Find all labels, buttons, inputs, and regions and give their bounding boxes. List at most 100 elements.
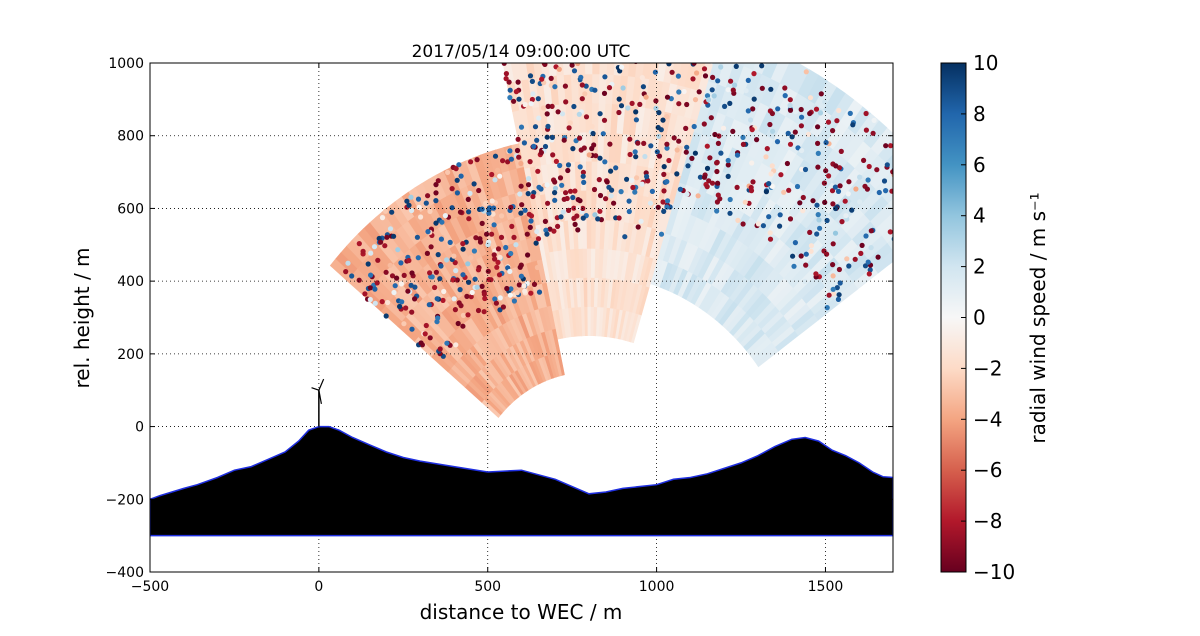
data-point (527, 224, 533, 230)
colorbar-ticks: 10 8 6 4 2 0 −2 −4 −6 −8 −10 (961, 51, 1015, 584)
data-point (602, 159, 608, 165)
data-point (415, 196, 422, 202)
scan-cell (907, 209, 932, 234)
data-point (516, 282, 522, 288)
data-point (433, 190, 439, 196)
data-point (810, 198, 816, 204)
data-point (435, 252, 441, 258)
data-point (493, 300, 499, 306)
data-point (777, 212, 783, 218)
data-point (378, 239, 384, 245)
data-point (472, 276, 478, 282)
data-point (412, 284, 418, 290)
data-point (545, 123, 551, 129)
data-point (817, 225, 823, 231)
data-point (802, 166, 809, 173)
data-point (616, 96, 622, 102)
data-point (626, 198, 632, 204)
data-point (790, 253, 796, 259)
data-point (656, 153, 663, 159)
data-point (503, 71, 509, 77)
data-point (498, 234, 505, 240)
data-point (749, 160, 755, 166)
data-point (500, 304, 506, 310)
data-point (707, 155, 713, 161)
data-point (727, 196, 733, 203)
data-point (514, 147, 521, 154)
data-point (530, 91, 536, 97)
data-point (583, 83, 589, 89)
data-point (814, 202, 820, 208)
data-point (691, 63, 697, 66)
data-point (671, 135, 677, 141)
data-point (782, 93, 788, 99)
data-point (458, 173, 464, 179)
data-point (632, 189, 638, 195)
scan-cell (589, 306, 594, 337)
data-point (901, 165, 906, 170)
data-point (382, 208, 389, 214)
data-point (392, 283, 398, 289)
data-point (536, 184, 542, 190)
data-point (618, 189, 624, 195)
data-point (479, 220, 485, 226)
data-point (504, 285, 510, 292)
data-point (823, 168, 829, 174)
scan-cell (590, 248, 596, 278)
data-point (466, 216, 472, 222)
data-point (549, 134, 556, 140)
data-point (920, 216, 925, 221)
data-point (581, 179, 587, 185)
data-point (745, 108, 751, 114)
data-point (544, 134, 550, 140)
data-point (786, 187, 792, 193)
scan-cell (735, 63, 745, 67)
data-point (815, 150, 821, 156)
data-point (557, 175, 564, 181)
data-point (481, 309, 487, 315)
data-point (718, 150, 724, 156)
data-point (466, 209, 472, 215)
turbine-blade (311, 387, 320, 391)
data-point (822, 199, 828, 205)
data-point (730, 128, 736, 134)
data-point (641, 140, 647, 146)
data-point (424, 250, 430, 256)
data-point (849, 207, 855, 213)
data-point (774, 139, 781, 145)
turbine-blade (318, 378, 325, 391)
data-point (782, 85, 788, 91)
data-point (559, 182, 565, 188)
data-point (883, 188, 889, 194)
data-point (508, 204, 514, 210)
data-point (883, 143, 889, 149)
data-point (900, 180, 905, 185)
data-point (531, 190, 537, 196)
data-point (580, 169, 587, 175)
x-axis-ticks: −500 0 500 1000 1500 (131, 63, 843, 595)
data-point (418, 214, 424, 220)
data-point (507, 87, 513, 93)
colorbar-tick-label: 0 (973, 306, 986, 330)
data-point (452, 307, 458, 313)
data-point (888, 143, 893, 149)
data-point (456, 162, 462, 168)
data-point (639, 75, 645, 81)
data-point (577, 135, 583, 141)
data-point (367, 296, 373, 303)
data-point (485, 242, 491, 248)
y-tick-label: 0 (135, 420, 144, 436)
turbine-blade (318, 390, 322, 404)
data-point (534, 264, 541, 271)
data-point (492, 177, 498, 183)
data-point (531, 281, 538, 287)
data-point (792, 240, 799, 246)
data-point (759, 85, 765, 91)
data-point (632, 149, 638, 155)
data-point (454, 190, 460, 196)
scan-cell (895, 193, 920, 218)
data-point (488, 277, 494, 283)
data-point (435, 178, 441, 184)
data-point (539, 76, 545, 82)
data-point (602, 74, 608, 80)
